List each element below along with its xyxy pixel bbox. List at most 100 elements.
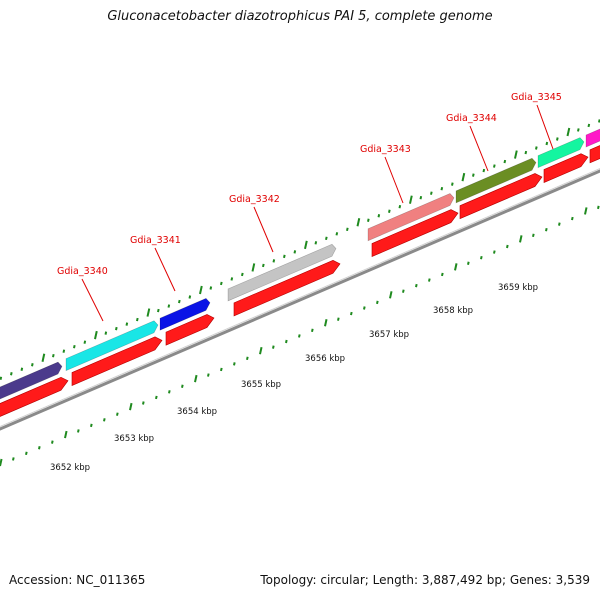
inner-tick: [493, 250, 496, 254]
inner-tick: [428, 278, 431, 282]
outer-tick: [83, 340, 87, 344]
inner-tick: [571, 216, 574, 221]
outer-tick: [440, 186, 444, 191]
backbone-line: [0, 169, 600, 431]
outer-tick: [367, 218, 370, 222]
outer-tick: [241, 272, 244, 277]
inner-tick: [77, 429, 80, 433]
cds-arrow: [165, 314, 215, 346]
gene-labels: Gdia_3340 Gdia_3341 Gdia_3342 Gdia_3343 Gdia…: [57, 92, 562, 322]
cds-strand-track: [0, 145, 600, 417]
gene-block: [0, 361, 63, 400]
gene-label: Gdia_3343: [360, 144, 411, 155]
outer-tick: [419, 195, 423, 200]
inner-tick: [155, 395, 158, 400]
outer-tick: [146, 308, 151, 317]
outer-tick: [398, 205, 402, 209]
gene-block: [585, 128, 600, 148]
outer-tick: [472, 173, 475, 177]
outer-tick: [167, 304, 171, 308]
kbp-label: 3656 kbp: [305, 354, 345, 364]
gene-label: Gdia_3340: [57, 266, 108, 277]
gene-leader-line: [154, 247, 176, 292]
inner-tick: [532, 233, 535, 238]
inner-tick: [51, 440, 54, 444]
inner-tick: [181, 384, 184, 388]
inner-tick: [194, 374, 198, 383]
outer-tick: [524, 150, 528, 155]
outer-tick: [199, 285, 203, 295]
inner-tick: [207, 373, 210, 377]
inner-tick: [584, 207, 588, 215]
gene-label: Gdia_3341: [130, 235, 181, 246]
outer-tick: [461, 172, 466, 182]
gene-leader-line: [536, 104, 554, 150]
inner-tick: [246, 356, 249, 361]
inner-tick: [103, 418, 106, 422]
outer-tick: [188, 295, 192, 299]
outer-tick: [157, 308, 160, 313]
gene-label: Gdia_3344: [446, 113, 497, 124]
cds-arrow: [459, 173, 543, 220]
inner-tick: [38, 446, 41, 450]
inner-tick: [259, 346, 263, 355]
outer-tick: [115, 326, 118, 331]
outer-tick-track: [0, 119, 600, 380]
genome-stats-text: Topology: circular; Length: 3,887,492 bp…: [260, 573, 590, 587]
outer-tick: [62, 349, 66, 353]
gene-leader-line: [469, 125, 489, 172]
inner-tick: [12, 457, 15, 461]
inner-tick: [480, 255, 483, 260]
inner-tick: [142, 401, 145, 405]
outer-tick: [346, 227, 349, 232]
gene-label: Gdia_3345: [511, 92, 562, 103]
outer-tick: [0, 376, 3, 380]
gene-block: [367, 193, 455, 242]
inner-tick: [415, 283, 418, 288]
inner-tick: [220, 367, 223, 372]
kbp-label: 3655 kbp: [241, 380, 281, 390]
outer-tick: [52, 353, 55, 358]
outer-tick: [493, 164, 496, 168]
gene-block: [227, 243, 337, 302]
inner-tick: [376, 300, 379, 305]
inner-tick: [402, 289, 405, 293]
inner-tick: [324, 319, 328, 327]
outer-tick: [356, 218, 361, 227]
outer-tick: [335, 232, 339, 236]
gene-leader-line: [81, 278, 104, 322]
inner-tick: [285, 339, 288, 344]
gene-track: [0, 128, 600, 400]
inner-tick: [233, 362, 236, 366]
inner-tick: [116, 412, 119, 416]
genome-backbone: [0, 167, 600, 431]
inner-tick: [168, 390, 171, 394]
gene-block: [537, 137, 585, 169]
outer-tick: [587, 123, 591, 128]
cds-arrow: [233, 259, 341, 317]
inner-tick: [506, 244, 509, 249]
inner-tick: [25, 451, 28, 456]
outer-tick: [220, 281, 223, 286]
outer-tick: [251, 263, 256, 272]
gene-block: [455, 157, 537, 204]
kbp-label: 3654 kbp: [177, 407, 217, 417]
outer-tick: [283, 254, 286, 259]
outer-tick: [304, 240, 308, 250]
inner-tick: [519, 235, 523, 243]
outer-tick: [388, 209, 391, 213]
inner-tick: [311, 328, 314, 333]
inner-tick: [0, 458, 3, 467]
outer-tick: [503, 159, 507, 164]
outer-tick: [577, 128, 580, 132]
outer-tick: [94, 330, 98, 340]
outer-tick: [451, 182, 454, 186]
inner-tick: [558, 222, 561, 226]
outer-tick: [325, 236, 328, 241]
inner-tick: [441, 272, 444, 277]
inner-tick: [597, 205, 600, 210]
inner-tick: [350, 311, 353, 316]
accession-text: Accession: NC_011365: [9, 573, 146, 587]
cds-arrow: [71, 336, 163, 386]
